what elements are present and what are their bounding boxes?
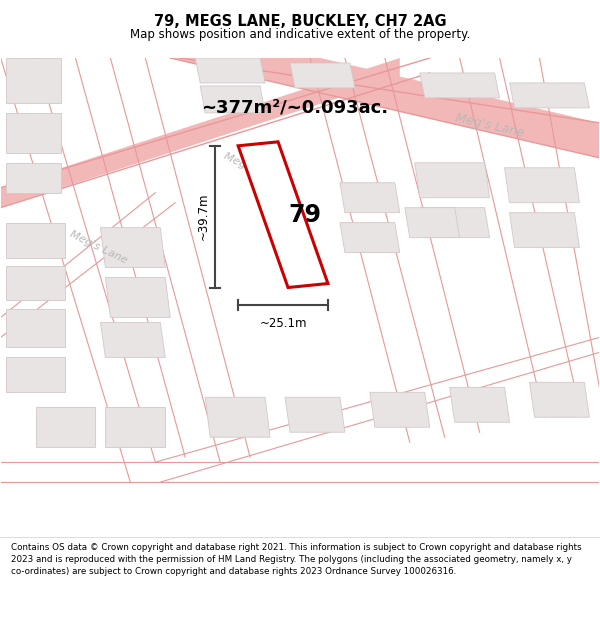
Polygon shape xyxy=(238,142,328,288)
Text: ~39.7m: ~39.7m xyxy=(197,193,210,241)
Text: Meg's Lane: Meg's Lane xyxy=(68,229,130,266)
Text: ~377m²/~0.093ac.: ~377m²/~0.093ac. xyxy=(202,99,389,117)
Text: 79, MEGS LANE, BUCKLEY, CH7 2AG: 79, MEGS LANE, BUCKLEY, CH7 2AG xyxy=(154,14,446,29)
Polygon shape xyxy=(370,392,430,428)
Polygon shape xyxy=(530,382,589,418)
Polygon shape xyxy=(200,86,265,113)
Polygon shape xyxy=(509,213,580,248)
Polygon shape xyxy=(106,278,170,318)
Polygon shape xyxy=(285,398,345,432)
Polygon shape xyxy=(5,162,61,192)
Polygon shape xyxy=(340,182,400,213)
Polygon shape xyxy=(35,408,95,447)
Polygon shape xyxy=(505,168,580,202)
Polygon shape xyxy=(5,357,65,392)
Text: Meg's Lane: Meg's Lane xyxy=(221,151,283,188)
Polygon shape xyxy=(106,408,165,447)
Text: Contains OS data © Crown copyright and database right 2021. This information is : Contains OS data © Crown copyright and d… xyxy=(11,543,581,576)
Polygon shape xyxy=(5,309,65,348)
Polygon shape xyxy=(5,113,61,152)
Polygon shape xyxy=(1,58,400,208)
Polygon shape xyxy=(5,222,65,258)
Text: Map shows position and indicative extent of the property.: Map shows position and indicative extent… xyxy=(130,28,470,41)
Text: 79: 79 xyxy=(289,202,322,227)
Polygon shape xyxy=(5,266,65,301)
Text: Meg's Lane: Meg's Lane xyxy=(454,112,526,140)
Polygon shape xyxy=(340,222,400,253)
Polygon shape xyxy=(509,83,589,108)
Polygon shape xyxy=(170,23,599,158)
Polygon shape xyxy=(100,228,165,268)
Polygon shape xyxy=(100,322,165,357)
Polygon shape xyxy=(195,58,265,83)
Polygon shape xyxy=(205,398,270,437)
Polygon shape xyxy=(5,58,61,103)
Polygon shape xyxy=(290,63,355,88)
Polygon shape xyxy=(420,208,490,238)
Polygon shape xyxy=(449,388,509,422)
Polygon shape xyxy=(420,73,500,98)
Polygon shape xyxy=(415,162,490,198)
Text: ~25.1m: ~25.1m xyxy=(259,318,307,331)
Polygon shape xyxy=(405,208,460,238)
